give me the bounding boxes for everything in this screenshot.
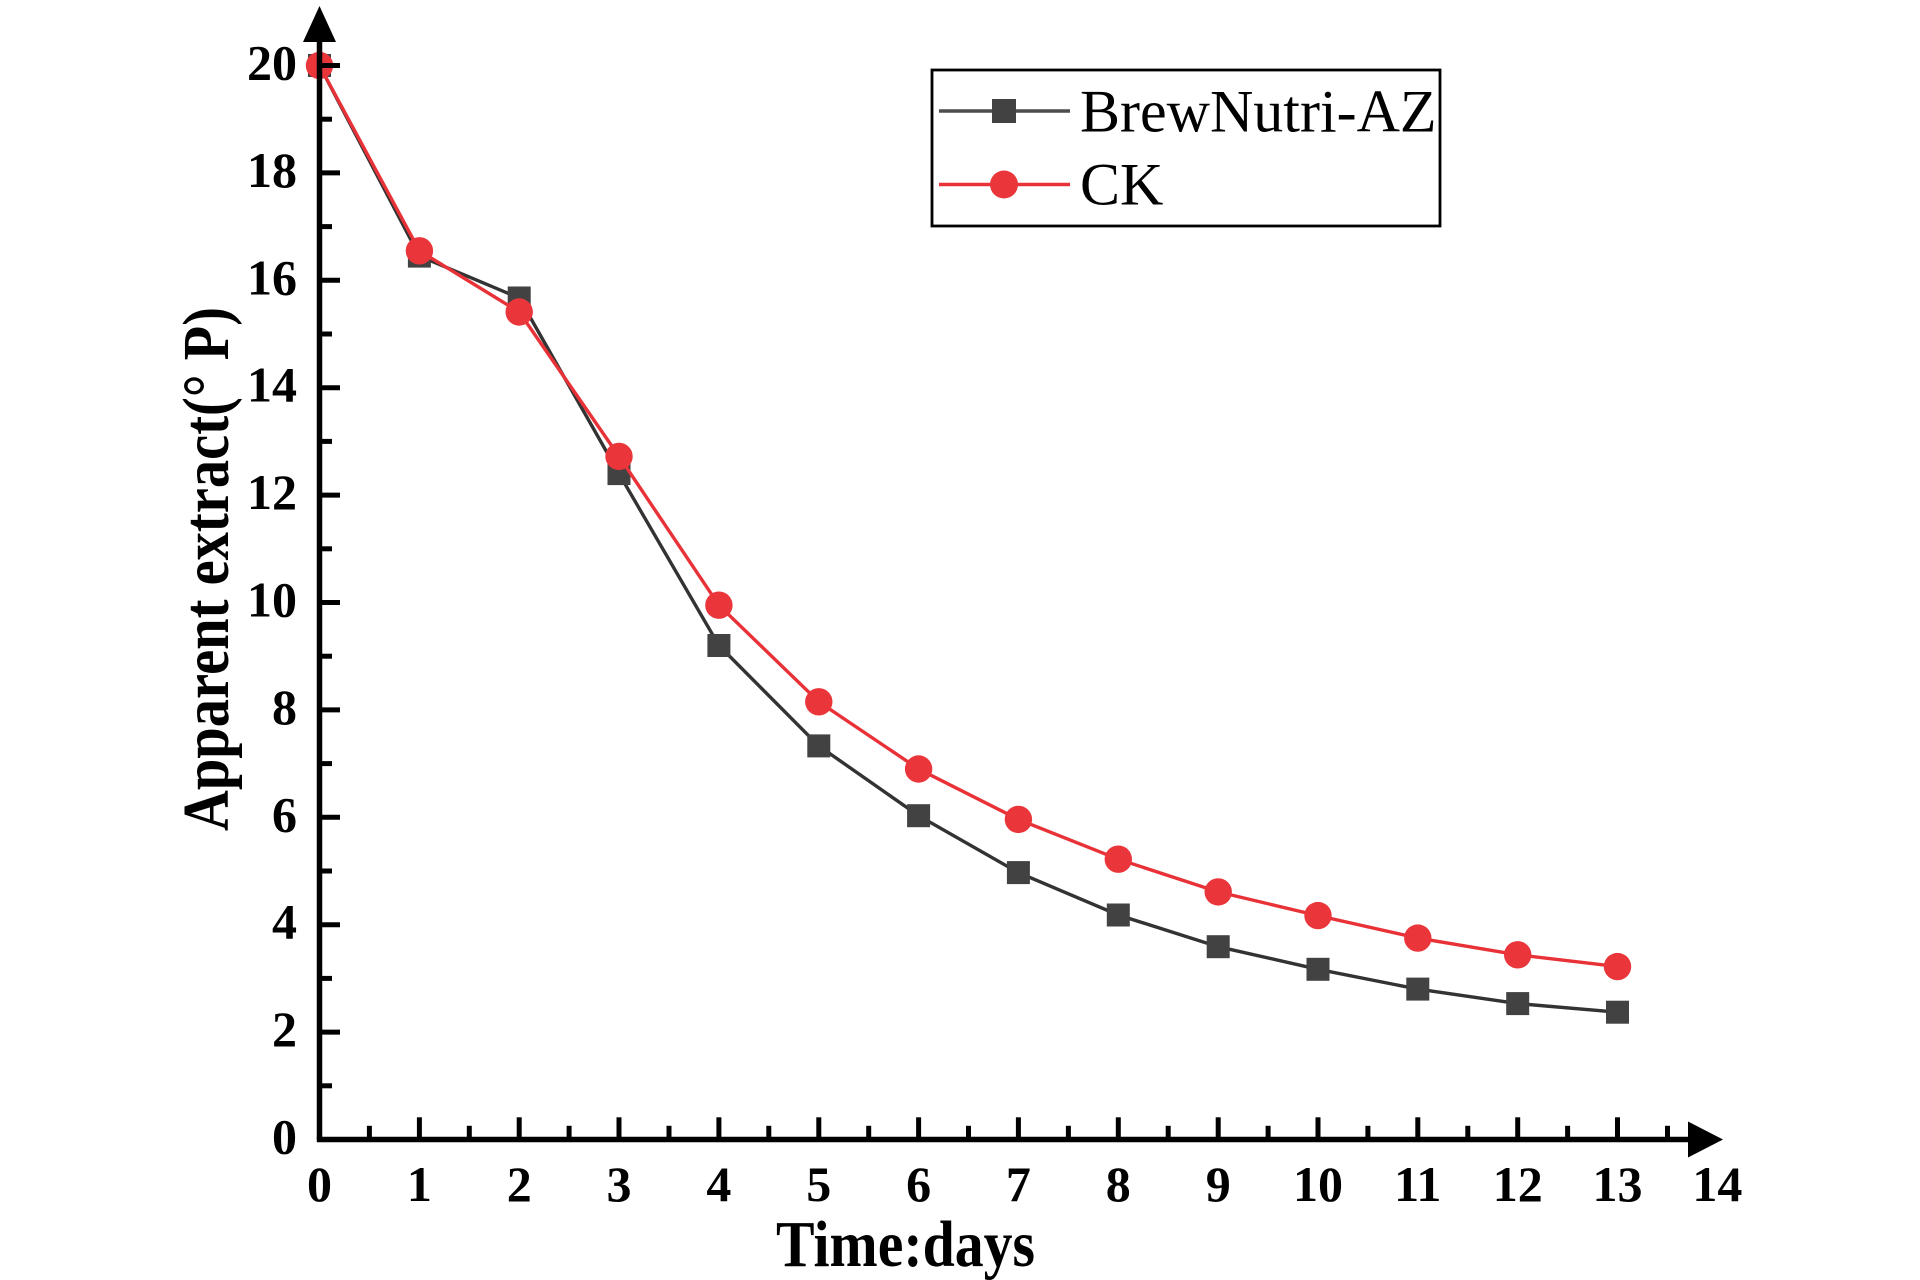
svg-text:Apparent extract(° P): Apparent extract(° P) xyxy=(170,307,243,831)
svg-text:4: 4 xyxy=(706,1156,731,1212)
svg-text:6: 6 xyxy=(272,786,297,842)
svg-text:6: 6 xyxy=(906,1156,931,1212)
svg-text:8: 8 xyxy=(272,679,297,735)
svg-text:12: 12 xyxy=(247,464,297,520)
svg-text:4: 4 xyxy=(272,894,297,950)
svg-text:Time:days: Time:days xyxy=(776,1208,1035,1280)
svg-text:13: 13 xyxy=(1593,1156,1643,1212)
svg-text:10: 10 xyxy=(1293,1156,1343,1212)
svg-text:10: 10 xyxy=(247,572,297,628)
svg-text:14: 14 xyxy=(247,357,297,413)
svg-text:18: 18 xyxy=(247,142,297,198)
svg-text:16: 16 xyxy=(247,249,297,305)
svg-text:CK: CK xyxy=(1080,152,1163,218)
svg-text:0: 0 xyxy=(307,1156,332,1212)
svg-text:3: 3 xyxy=(607,1156,632,1212)
svg-text:11: 11 xyxy=(1394,1156,1441,1212)
svg-text:5: 5 xyxy=(806,1156,831,1212)
svg-text:9: 9 xyxy=(1206,1156,1231,1212)
svg-text:14: 14 xyxy=(1692,1156,1742,1212)
svg-text:7: 7 xyxy=(1006,1156,1031,1212)
svg-text:BrewNutri-AZ: BrewNutri-AZ xyxy=(1080,79,1437,145)
svg-text:8: 8 xyxy=(1106,1156,1131,1212)
svg-text:12: 12 xyxy=(1493,1156,1543,1212)
svg-text:2: 2 xyxy=(507,1156,532,1212)
svg-text:20: 20 xyxy=(247,35,297,91)
svg-text:1: 1 xyxy=(407,1156,432,1212)
svg-text:2: 2 xyxy=(272,1001,297,1057)
svg-text:0: 0 xyxy=(272,1109,297,1165)
